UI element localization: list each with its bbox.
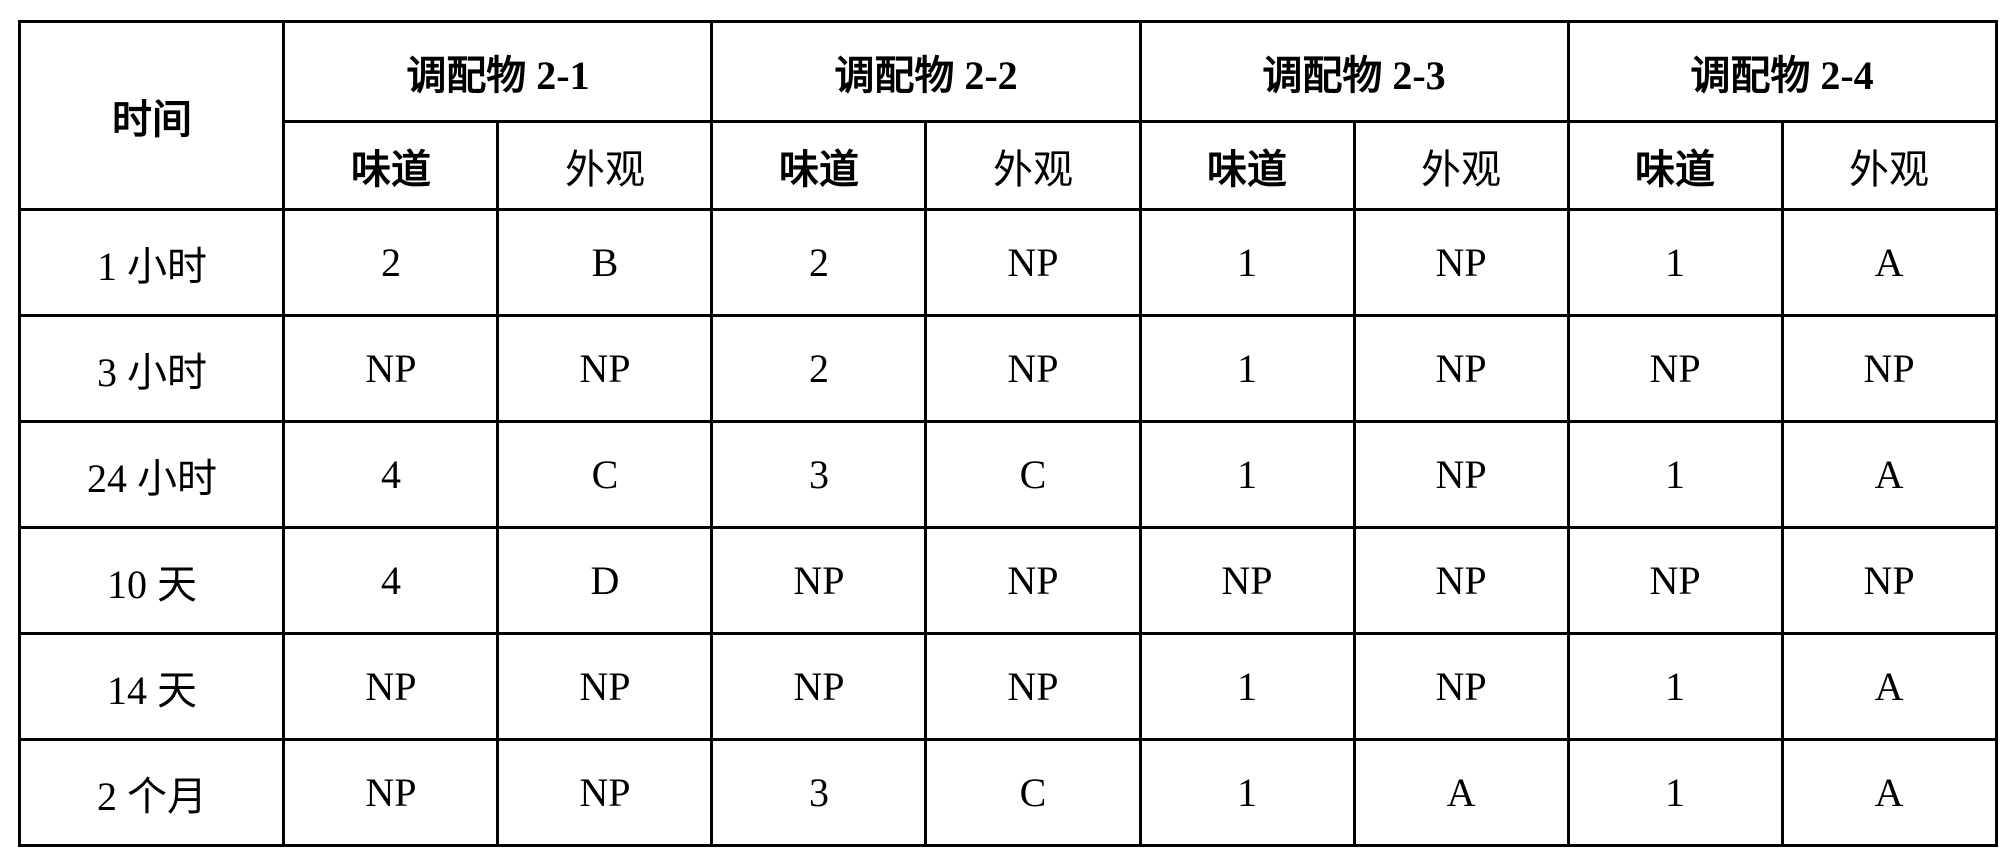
cell: NP bbox=[1354, 316, 1568, 422]
cell: A bbox=[1782, 422, 1996, 528]
cell: NP bbox=[284, 316, 498, 422]
cell: NP bbox=[926, 316, 1140, 422]
cell: NP bbox=[1568, 316, 1782, 422]
cell: 2 bbox=[712, 210, 926, 316]
cell: 1 bbox=[1140, 422, 1354, 528]
table-row: 24 小时 4 C 3 C 1 NP 1 A bbox=[20, 422, 1996, 528]
subcol-0-1: 外观 bbox=[498, 122, 712, 210]
cell: D bbox=[498, 528, 712, 634]
subcol-2-1: 外观 bbox=[1354, 122, 1568, 210]
cell: 3 bbox=[712, 740, 926, 846]
cell-time: 10 天 bbox=[20, 528, 284, 634]
col-header-group-2: 调配物 2-3 bbox=[1140, 22, 1568, 122]
col-header-group-1: 调配物 2-2 bbox=[712, 22, 1140, 122]
subcol-1-1: 外观 bbox=[926, 122, 1140, 210]
cell: 1 bbox=[1140, 316, 1354, 422]
table-row: 1 小时 2 B 2 NP 1 NP 1 A bbox=[20, 210, 1996, 316]
cell: A bbox=[1782, 740, 1996, 846]
cell: 1 bbox=[1140, 740, 1354, 846]
col-header-group-3: 调配物 2-4 bbox=[1568, 22, 1996, 122]
cell: NP bbox=[1782, 528, 1996, 634]
table-row: 3 小时 NP NP 2 NP 1 NP NP NP bbox=[20, 316, 1996, 422]
cell-time: 1 小时 bbox=[20, 210, 284, 316]
table-row: 14 天 NP NP NP NP 1 NP 1 A bbox=[20, 634, 1996, 740]
subcol-0-0: 味道 bbox=[284, 122, 498, 210]
table-body: 1 小时 2 B 2 NP 1 NP 1 A 3 小时 NP NP 2 NP 1… bbox=[20, 210, 1996, 846]
col-header-group-0: 调配物 2-1 bbox=[284, 22, 712, 122]
cell: C bbox=[926, 740, 1140, 846]
cell-time: 3 小时 bbox=[20, 316, 284, 422]
cell: B bbox=[498, 210, 712, 316]
cell: 1 bbox=[1568, 740, 1782, 846]
cell: NP bbox=[1354, 528, 1568, 634]
cell: NP bbox=[1782, 316, 1996, 422]
cell: 1 bbox=[1140, 210, 1354, 316]
cell: C bbox=[926, 422, 1140, 528]
cell: NP bbox=[1354, 422, 1568, 528]
cell: NP bbox=[498, 740, 712, 846]
cell: 1 bbox=[1140, 634, 1354, 740]
cell: NP bbox=[498, 634, 712, 740]
cell: NP bbox=[284, 634, 498, 740]
subcol-1-0: 味道 bbox=[712, 122, 926, 210]
table-row: 10 天 4 D NP NP NP NP NP NP bbox=[20, 528, 1996, 634]
cell-time: 14 天 bbox=[20, 634, 284, 740]
cell: NP bbox=[1140, 528, 1354, 634]
cell: NP bbox=[926, 528, 1140, 634]
cell: 4 bbox=[284, 422, 498, 528]
cell: 1 bbox=[1568, 422, 1782, 528]
subcol-3-1: 外观 bbox=[1782, 122, 1996, 210]
cell: A bbox=[1354, 740, 1568, 846]
cell: NP bbox=[712, 528, 926, 634]
cell: 1 bbox=[1568, 634, 1782, 740]
cell: NP bbox=[926, 634, 1140, 740]
cell: A bbox=[1782, 634, 1996, 740]
cell: NP bbox=[1354, 634, 1568, 740]
cell: 4 bbox=[284, 528, 498, 634]
cell: 1 bbox=[1568, 210, 1782, 316]
cell: NP bbox=[926, 210, 1140, 316]
cell: NP bbox=[712, 634, 926, 740]
table-row: 2 个月 NP NP 3 C 1 A 1 A bbox=[20, 740, 1996, 846]
cell: 2 bbox=[284, 210, 498, 316]
col-header-time: 时间 bbox=[20, 22, 284, 210]
header-row-subcols: 味道 外观 味道 外观 味道 外观 味道 外观 bbox=[20, 122, 1996, 210]
cell: C bbox=[498, 422, 712, 528]
cell: 2 bbox=[712, 316, 926, 422]
formulation-table: 时间 调配物 2-1 调配物 2-2 调配物 2-3 调配物 2-4 味道 外观… bbox=[18, 20, 1997, 847]
cell: NP bbox=[1568, 528, 1782, 634]
cell: NP bbox=[498, 316, 712, 422]
cell: A bbox=[1782, 210, 1996, 316]
subcol-2-0: 味道 bbox=[1140, 122, 1354, 210]
subcol-3-0: 味道 bbox=[1568, 122, 1782, 210]
cell-time: 2 个月 bbox=[20, 740, 284, 846]
header-row-groups: 时间 调配物 2-1 调配物 2-2 调配物 2-3 调配物 2-4 bbox=[20, 22, 1996, 122]
cell: NP bbox=[284, 740, 498, 846]
cell-time: 24 小时 bbox=[20, 422, 284, 528]
cell: 3 bbox=[712, 422, 926, 528]
cell: NP bbox=[1354, 210, 1568, 316]
